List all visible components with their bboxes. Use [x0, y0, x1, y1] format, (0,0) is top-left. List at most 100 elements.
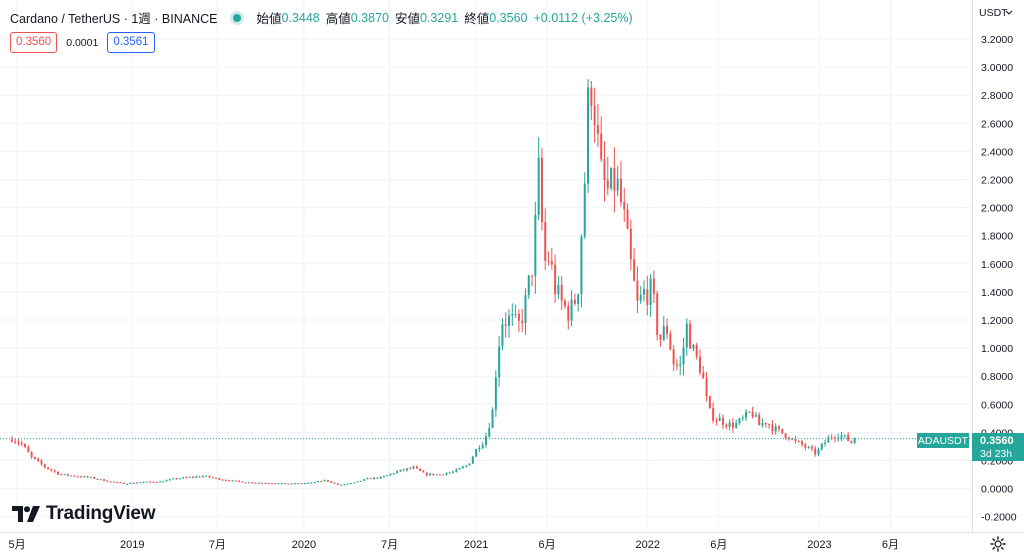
candle — [247, 481, 250, 484]
candle — [405, 468, 408, 472]
currency-selector[interactable]: USDT — [979, 7, 1013, 19]
candle — [787, 436, 790, 441]
candle — [10, 435, 13, 443]
candle — [587, 79, 590, 193]
candle — [504, 312, 507, 338]
candle — [376, 477, 379, 479]
candle — [287, 483, 290, 485]
candle — [392, 472, 395, 475]
candle — [132, 482, 135, 484]
candle — [853, 437, 856, 445]
candle — [649, 273, 652, 317]
candle — [484, 432, 487, 449]
candle — [99, 479, 102, 481]
candle — [320, 480, 323, 483]
candle — [652, 270, 655, 303]
candle — [373, 477, 376, 480]
candle — [682, 337, 685, 376]
y-tick-label: 1.8000 — [981, 231, 1013, 243]
candle — [159, 481, 162, 483]
x-tick-label: 2023 — [807, 539, 831, 551]
candle — [274, 483, 277, 485]
candle — [27, 445, 30, 453]
candle — [774, 423, 777, 435]
candle — [402, 468, 405, 472]
candle — [735, 419, 738, 429]
candle — [89, 476, 92, 479]
candle — [343, 484, 346, 486]
candle — [346, 483, 349, 485]
candle — [692, 343, 695, 352]
candle — [379, 476, 382, 479]
candle — [218, 477, 221, 481]
candle — [593, 87, 596, 143]
candle — [366, 477, 369, 480]
candle — [353, 482, 356, 484]
candle — [639, 286, 642, 304]
candle — [695, 342, 698, 360]
candle — [807, 445, 810, 449]
candle — [442, 474, 445, 476]
candle — [465, 464, 468, 468]
time-axis[interactable]: 5月 2019 7月 2020 7月 2021 6月 2022 6月 2023 6月 — [0, 532, 1024, 552]
candle — [501, 318, 504, 351]
candle — [590, 80, 593, 121]
candle — [313, 481, 316, 484]
candle — [129, 482, 132, 485]
candle — [24, 443, 27, 449]
candle — [725, 423, 728, 430]
symbol-title[interactable]: Cardano / TetherUS · 1週 · BINANCE — [10, 12, 218, 26]
price-axis[interactable]: 3.2000 3.0000 2.8000 2.6000 2.4000 2.2000 2.00… — [972, 0, 1017, 532]
candle — [399, 469, 402, 473]
candle — [336, 483, 339, 485]
candle — [93, 476, 96, 480]
candle — [531, 275, 534, 287]
candle — [333, 482, 336, 484]
candle — [419, 468, 422, 472]
candle — [662, 315, 665, 341]
candle — [708, 395, 711, 410]
candle — [33, 456, 36, 460]
candle — [685, 318, 688, 356]
candle — [623, 187, 626, 222]
y-tick-label: 3.0000 — [981, 62, 1013, 74]
candle — [481, 441, 484, 450]
trade-buttons: 0.3560 0.0001 0.3561 — [10, 32, 155, 53]
candle — [172, 477, 175, 480]
tradingview-logo[interactable]: TradingView — [12, 503, 156, 525]
candle — [514, 304, 517, 318]
candle — [251, 482, 254, 484]
candle — [201, 475, 204, 478]
candle — [784, 433, 787, 440]
candle — [738, 417, 741, 425]
candle — [448, 471, 451, 474]
gear-icon[interactable] — [990, 536, 1006, 552]
candle — [208, 475, 211, 478]
candle — [580, 234, 583, 308]
candle — [66, 473, 69, 477]
sell-price-button[interactable]: 0.3560 — [10, 32, 58, 53]
candle — [412, 465, 415, 470]
candle — [145, 481, 148, 483]
candle — [563, 298, 566, 310]
candle — [261, 482, 264, 484]
buy-price-button[interactable]: 0.3561 — [107, 32, 155, 53]
x-tick-label: 6月 — [882, 539, 899, 551]
candle — [323, 479, 326, 482]
candle — [53, 469, 56, 473]
candle — [666, 318, 669, 340]
tradingview-logo-icon — [12, 506, 40, 522]
candle — [330, 481, 333, 484]
candle — [119, 481, 122, 484]
grid — [0, 0, 972, 532]
candle — [198, 475, 201, 478]
y-tick-label: 1.2000 — [981, 315, 1013, 327]
candle — [20, 440, 23, 447]
candle — [554, 254, 557, 304]
candle — [317, 480, 320, 483]
candle — [458, 467, 461, 470]
x-tick-label: 2019 — [120, 539, 144, 551]
y-tick-label: 1.0000 — [981, 343, 1013, 355]
candle — [702, 365, 705, 379]
